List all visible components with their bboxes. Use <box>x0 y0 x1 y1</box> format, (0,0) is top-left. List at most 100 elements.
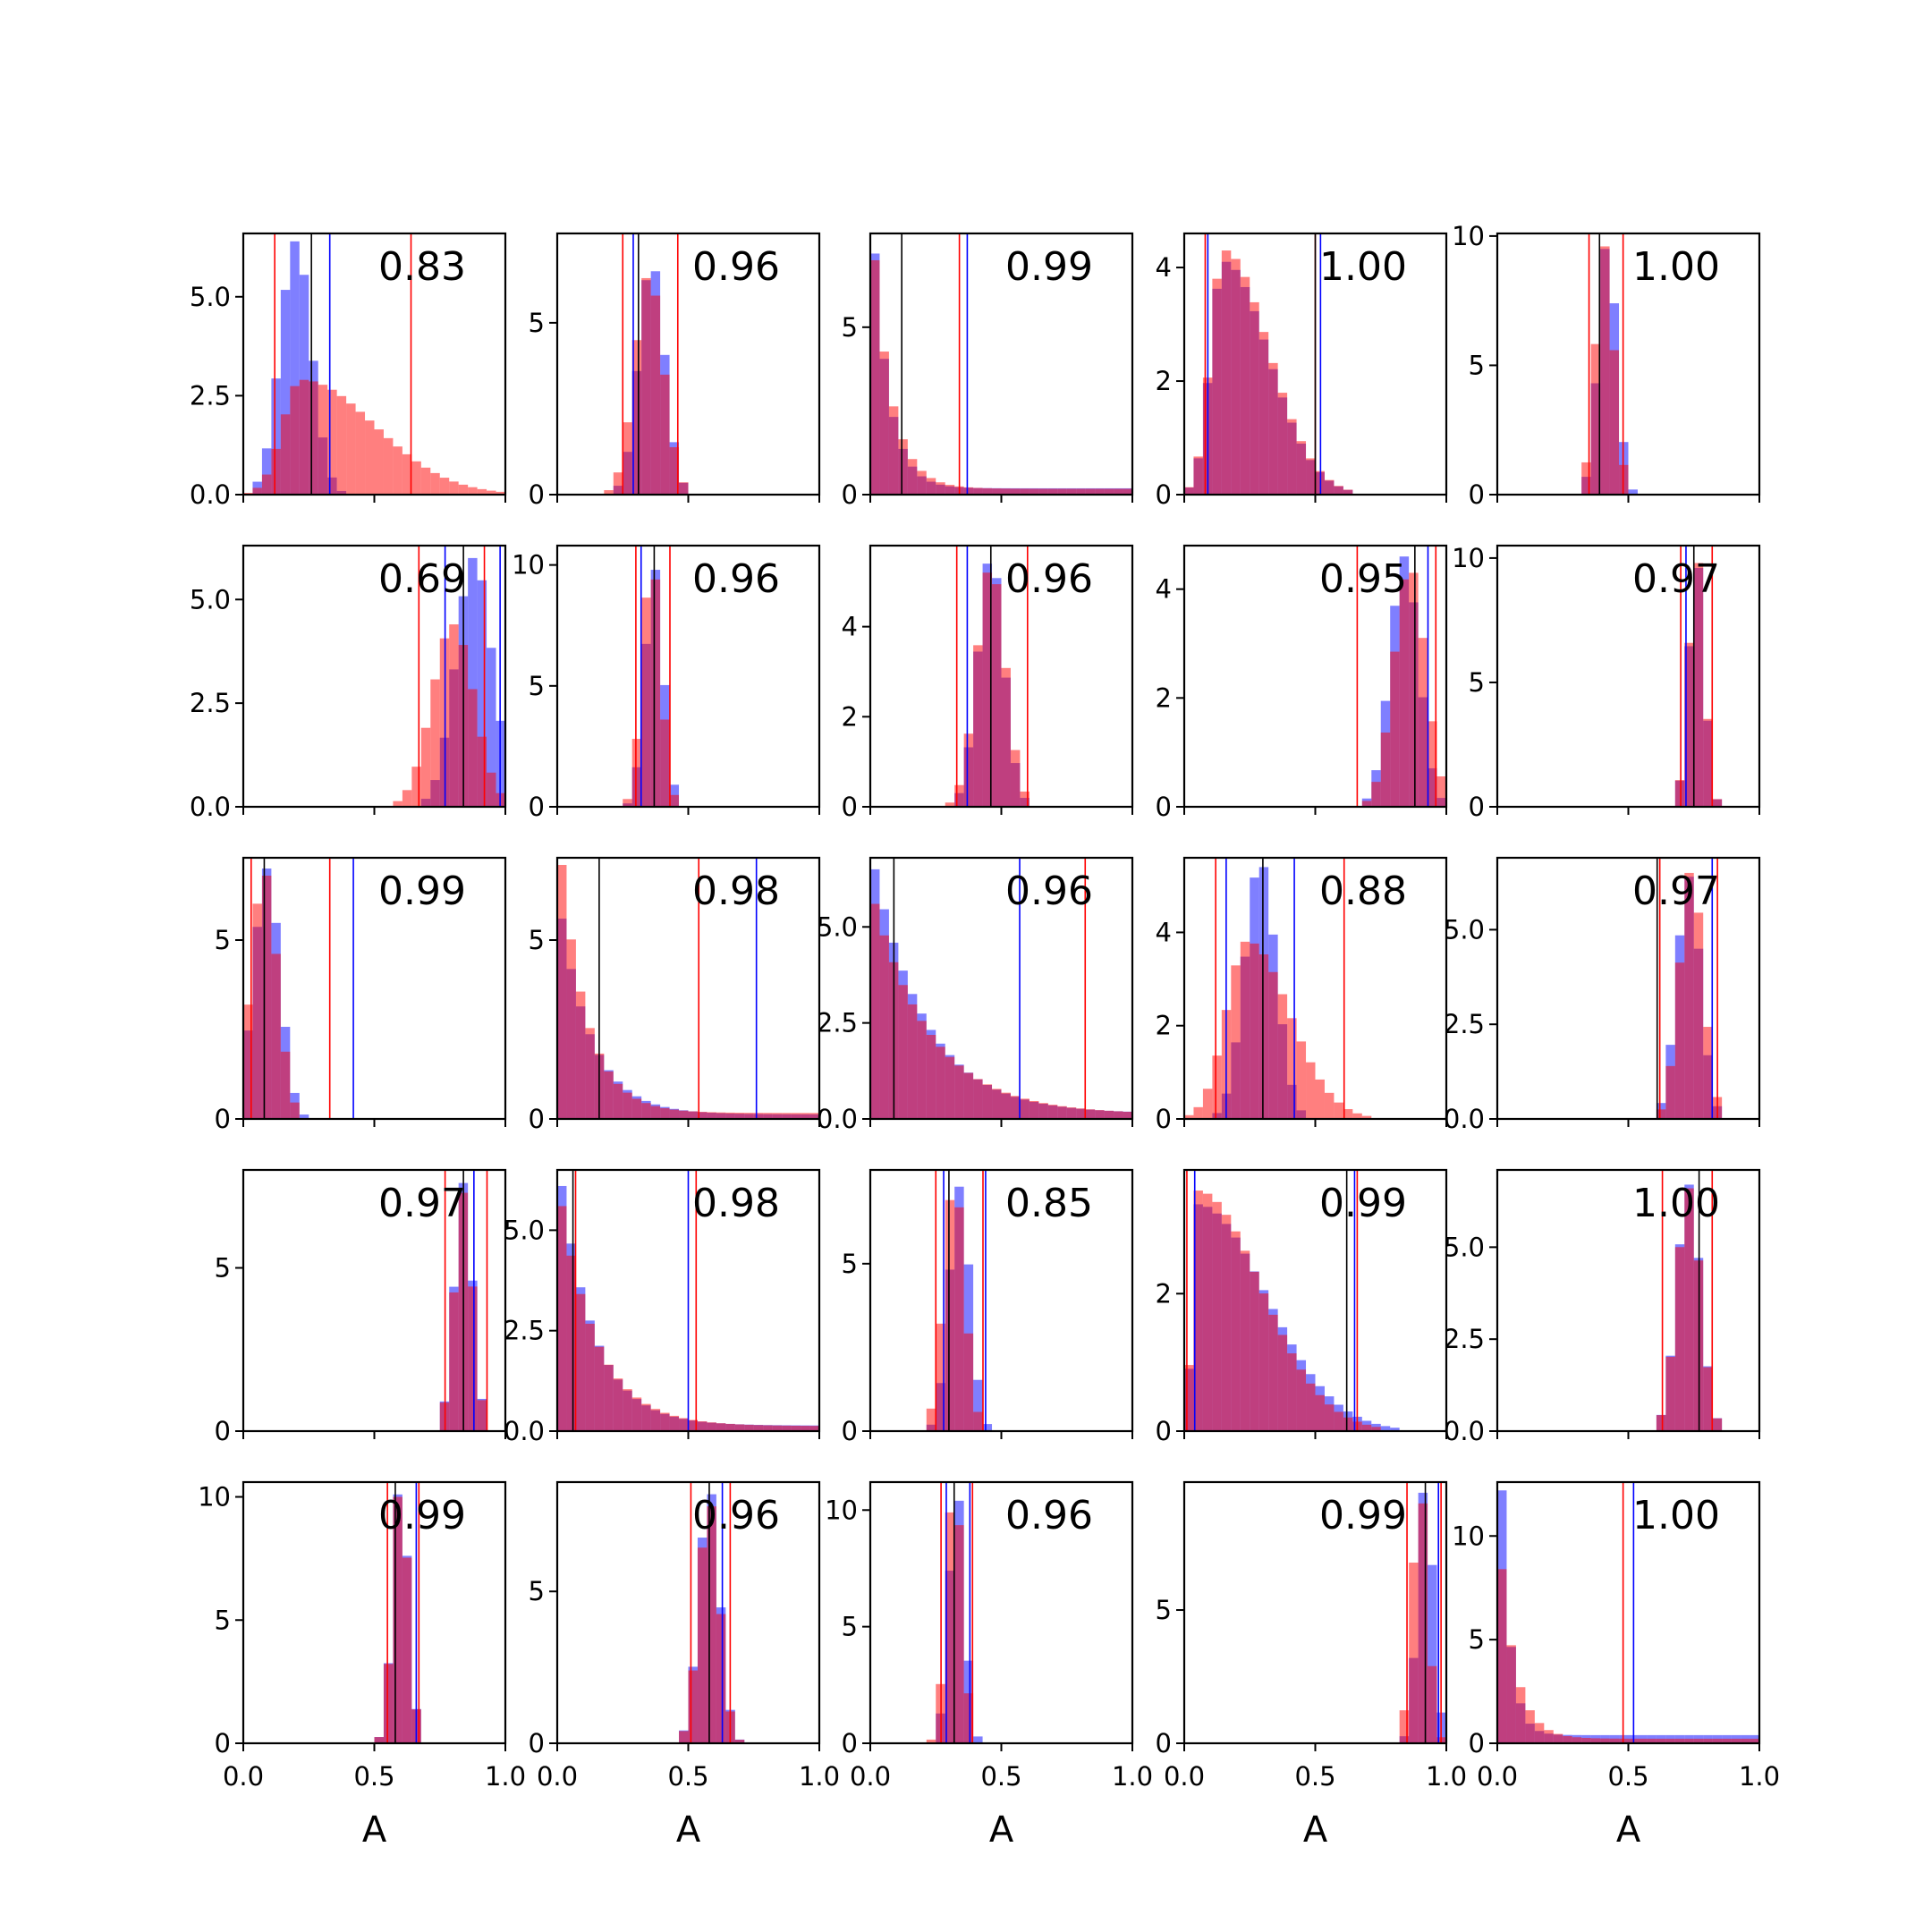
red-bar <box>1240 276 1250 495</box>
red-bar <box>1334 1102 1343 1119</box>
red-bar <box>650 1106 661 1119</box>
red-bar <box>1202 1193 1213 1431</box>
y-tick-label: 2.5 <box>190 380 231 411</box>
red-bar <box>1287 1018 1297 1119</box>
panel-1-3: 050.99 <box>842 232 1134 510</box>
x-tick-label: 0.0 <box>1477 1761 1518 1792</box>
red-bar <box>1268 362 1278 495</box>
panel-3-3: 0.0 2.5 5.0 0.96 <box>817 856 1134 1134</box>
panel-1-5: 0 5 10 1.00 <box>1452 221 1761 510</box>
red-bar <box>734 1424 745 1431</box>
red-bar <box>1609 1738 1620 1743</box>
plot-area <box>604 233 689 495</box>
y-tick-label: 2.5 <box>504 1316 545 1346</box>
red-bar <box>1123 488 1132 495</box>
red-bar <box>420 467 431 495</box>
y-tick-label: 5 <box>529 671 545 701</box>
red-bar <box>809 1113 819 1119</box>
red-bar <box>468 689 478 807</box>
red-bar <box>1656 1738 1666 1743</box>
red-bar <box>679 1731 689 1743</box>
red-bar <box>926 478 936 495</box>
x-tick-label: 0.5 <box>1294 1761 1335 1792</box>
red-bar <box>252 903 262 1119</box>
red-bar <box>374 429 384 495</box>
blue-bar <box>982 1424 993 1431</box>
red-bar <box>669 446 680 495</box>
red-bar <box>1647 1738 1657 1743</box>
red-bar <box>623 422 632 495</box>
red-bar <box>697 1421 708 1431</box>
red-bar <box>707 1112 716 1119</box>
axes-frame <box>869 232 1134 496</box>
y-tick-label: 5 <box>842 1612 858 1642</box>
red-bar <box>907 459 918 495</box>
red-bar <box>641 597 651 807</box>
red-bar <box>791 1425 801 1431</box>
red-bar <box>280 1051 291 1119</box>
red-bar <box>1525 1710 1535 1743</box>
axes-frame <box>1496 1480 1761 1745</box>
y-tick-label: 2 <box>842 701 858 732</box>
red-bar <box>1380 733 1391 807</box>
red-bar <box>1212 1201 1222 1431</box>
red-bar <box>613 1378 623 1431</box>
y-tick-label: 5.0 <box>1444 914 1485 945</box>
red-bar <box>954 1207 964 1431</box>
red-bar <box>1095 1110 1105 1119</box>
panel-5-3: 0 5 10 0.0 0.5 1.0 A 0.96 <box>825 1480 1153 1851</box>
red-bar <box>477 1400 487 1431</box>
red-bar <box>641 277 651 495</box>
red-bar <box>1600 246 1610 495</box>
red-bar <box>271 448 281 495</box>
red-bar <box>782 1425 792 1431</box>
red-bar <box>1212 1055 1222 1119</box>
y-tick-label: 5 <box>1469 350 1485 380</box>
red-bar <box>1371 1427 1381 1431</box>
x-axis-label: A <box>989 1809 1014 1851</box>
red-bar <box>374 1737 384 1743</box>
panel-2-1: 0.0 2.5 5.0 0.69 <box>190 544 507 822</box>
panel-5-5: 0 5 10 0.0 0.5 1.0 A 1.00 <box>1452 1480 1780 1851</box>
red-bar <box>1029 1100 1039 1119</box>
red-bar <box>585 1028 595 1119</box>
red-bar <box>604 1364 614 1431</box>
red-bar <box>963 1693 974 1743</box>
red-bar <box>1258 1293 1269 1431</box>
y-tick-label: 2 <box>1156 366 1172 396</box>
red-bar <box>566 1255 576 1431</box>
red-bar <box>945 1512 955 1743</box>
panel-annotation: 0.95 <box>1319 556 1407 602</box>
red-bar <box>402 1557 412 1743</box>
red-bar <box>1306 1383 1316 1431</box>
panel-3-5: 0.0 2.5 5.0 0.97 <box>1444 856 1761 1134</box>
plot-area <box>1184 1170 1400 1431</box>
red-bar <box>1656 1109 1666 1119</box>
red-bar <box>660 1412 670 1431</box>
panel-annotation: 0.96 <box>692 1493 780 1538</box>
red-bar <box>309 381 318 495</box>
red-bar <box>1324 1404 1335 1431</box>
red-bar <box>1656 1415 1666 1431</box>
y-tick-label: 0 <box>529 1728 545 1758</box>
plot-area <box>243 233 505 495</box>
red-bar <box>393 446 402 495</box>
panel-4-1: 050.97 <box>215 1168 507 1446</box>
red-bar <box>973 645 983 807</box>
red-bar <box>688 1670 698 1743</box>
red-bar <box>801 1426 810 1431</box>
red-bar <box>585 1323 595 1431</box>
red-bar <box>458 484 469 495</box>
panel-annotation: 1.00 <box>1632 1493 1720 1538</box>
panel-annotation: 0.96 <box>1005 556 1093 602</box>
red-bar <box>926 1739 936 1743</box>
red-bar <box>679 482 689 495</box>
y-tick-label: 5 <box>529 308 545 338</box>
red-bar <box>1674 1738 1685 1743</box>
red-bar <box>1581 1738 1591 1743</box>
red-bar <box>954 1525 964 1743</box>
x-tick-label: 1.0 <box>485 1761 526 1792</box>
y-tick-label: 4 <box>842 612 858 642</box>
plot-area <box>926 1170 993 1431</box>
red-bar <box>496 491 505 495</box>
